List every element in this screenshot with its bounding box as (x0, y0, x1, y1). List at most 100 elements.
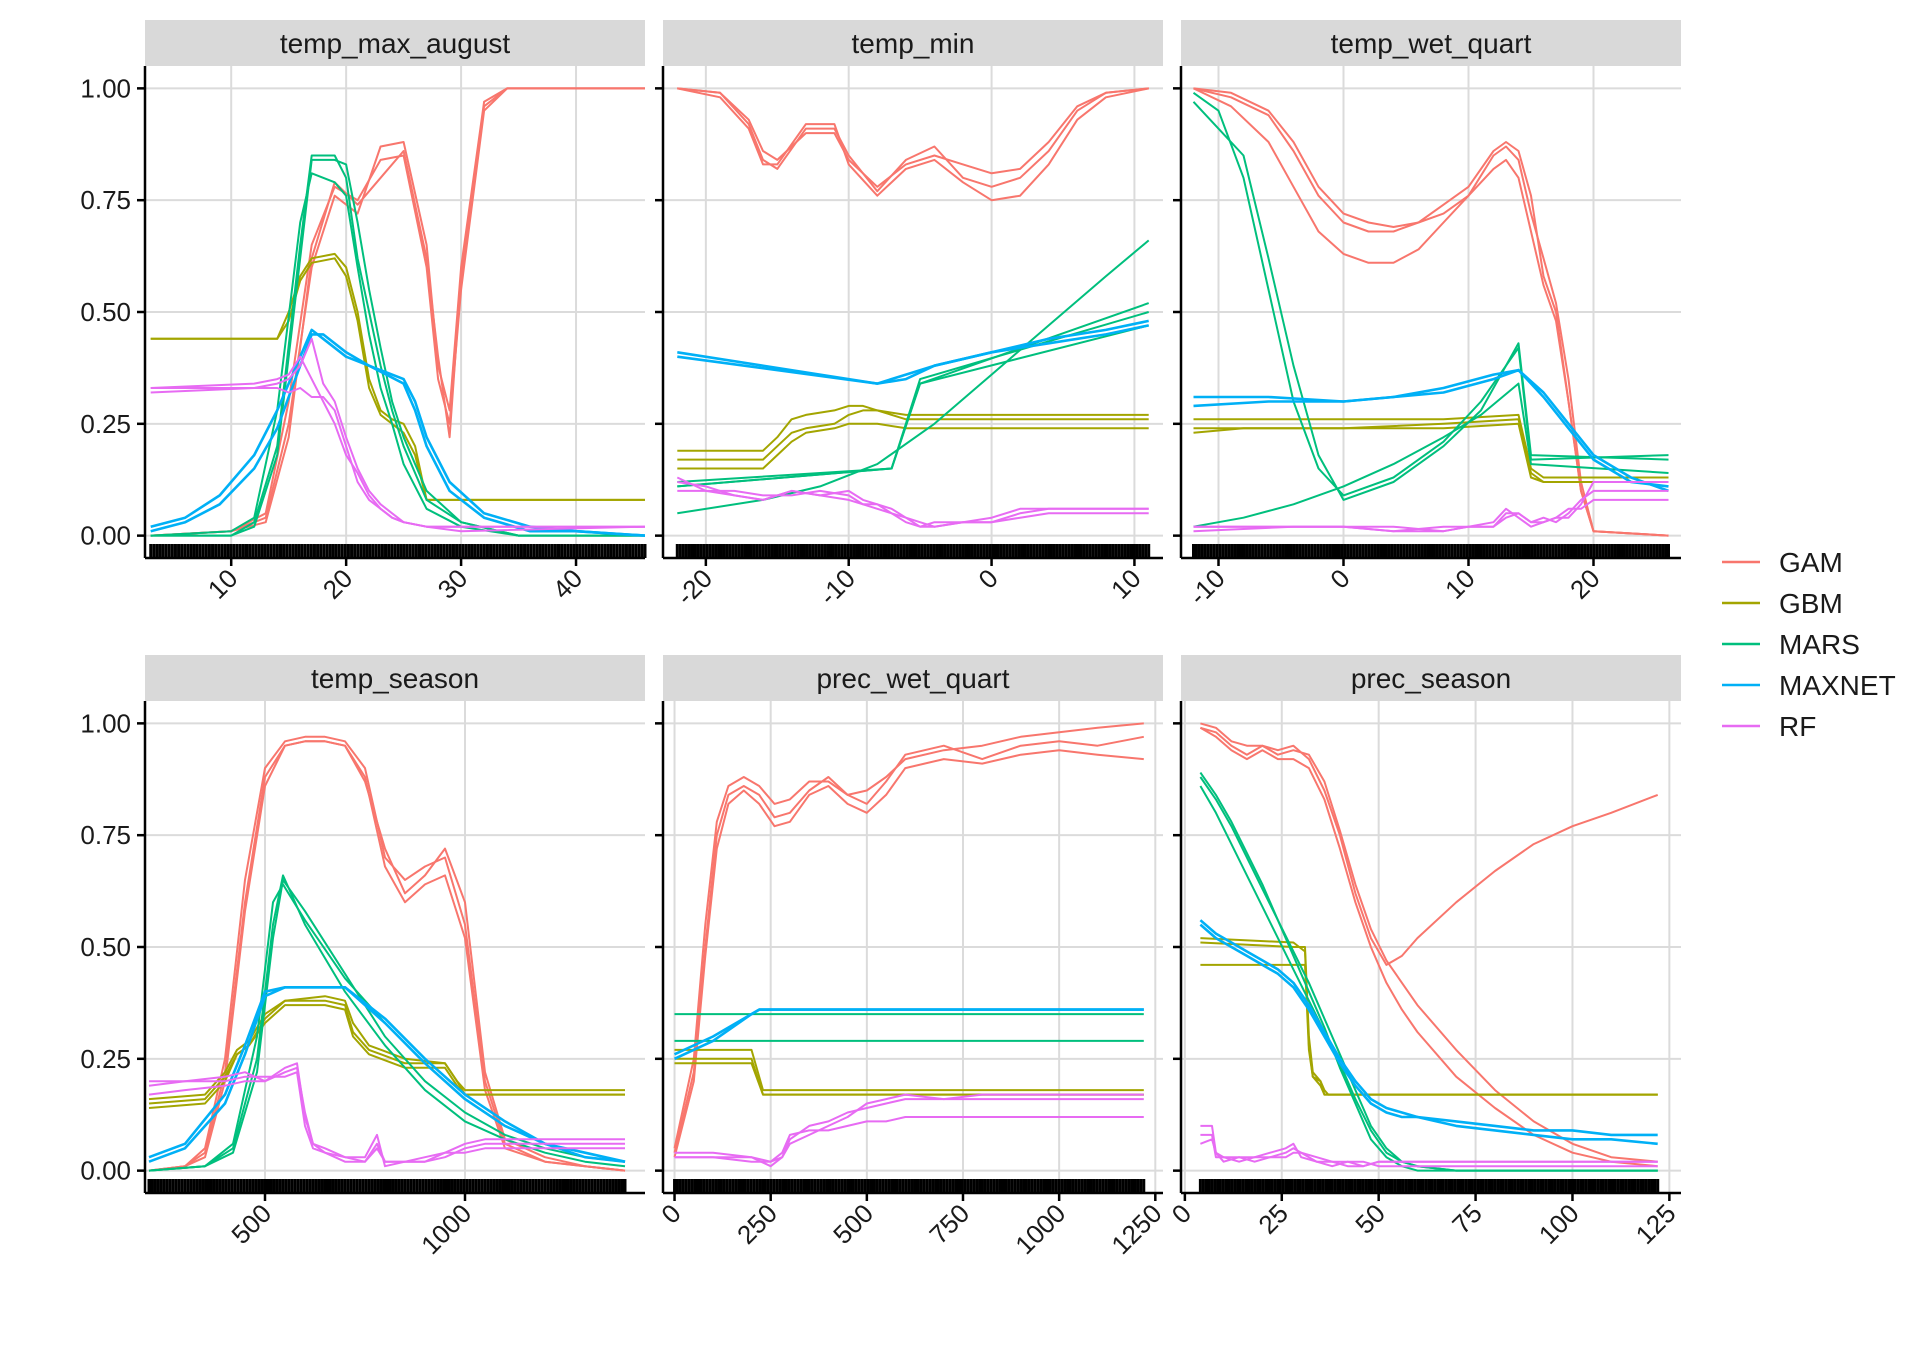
series-line-gbm (1193, 422, 1669, 483)
y-tick-label: 0.75 (80, 185, 131, 215)
series-line-gam (1200, 722, 1658, 1163)
panel-temp-wet-quart: temp_wet_quart -10 0 10 20 (1173, 20, 1681, 611)
x-tick-label: 1000 (1009, 1198, 1071, 1260)
facet-title: temp_min (852, 28, 975, 59)
y-tick-label: 0.75 (80, 820, 131, 850)
series-line-rf (148, 1066, 625, 1163)
series-line-gbm (1193, 413, 1669, 479)
facet-strip (663, 20, 1163, 66)
series-line-gam (150, 87, 645, 537)
series-line-rf (674, 1093, 1144, 1168)
legend-label-rf: RF (1779, 711, 1816, 742)
series-line-rf (677, 481, 1149, 528)
series-line-mars (148, 874, 626, 1172)
x-tick-label: 125 (1630, 1198, 1682, 1250)
series-line-mars (1193, 382, 1669, 528)
series-group (673, 722, 1144, 1168)
panel-prec-season: prec_season 0 25 50 75 100 125 (1166, 655, 1682, 1250)
facet-title: temp_max_august (280, 28, 511, 59)
series-line-gbm (677, 422, 1149, 470)
series-line-gam (677, 87, 1149, 202)
series-line-mars (1192, 101, 1669, 501)
rug (1192, 544, 1670, 558)
x-tick-label: 10 (202, 563, 244, 605)
x-tick-label: -10 (1183, 563, 1231, 611)
legend-label-mars: MARS (1779, 629, 1860, 660)
series-line-gam (148, 735, 626, 1172)
x-tick-label: 0 (1166, 1198, 1197, 1229)
series-line-gam (148, 740, 626, 1172)
series-group (1192, 87, 1669, 537)
series-line-rf (677, 489, 1149, 528)
facet-strip (663, 655, 1163, 701)
series-line-gam (148, 740, 626, 1172)
series-line-gbm (148, 999, 625, 1101)
series-line-gbm (150, 252, 645, 501)
series-group (1199, 722, 1659, 1172)
series-line-rf (150, 387, 645, 528)
series-line-gbm (1200, 963, 1658, 1096)
facet-strip (1181, 655, 1681, 701)
panel-prec-wet-quart: prec_wet_quart 0 250 500 750 1000 1250 (655, 655, 1168, 1260)
series-line-gbm (677, 404, 1149, 452)
x-tick-label: 1250 (1105, 1198, 1167, 1260)
series-line-mars (1199, 785, 1658, 1172)
series-line-maxnet (677, 319, 1149, 385)
panel-temp-season: temp_season 0.00 0.25 0.50 0.75 1.00 500 1000 (80, 655, 645, 1260)
series-line-rf (1200, 1133, 1658, 1168)
x-tick-label: -20 (670, 563, 718, 611)
series-line-mars (150, 158, 645, 537)
series-line-maxnet (150, 328, 645, 537)
series-line-rf (674, 1098, 1144, 1163)
series-line-maxnet (673, 1008, 1144, 1056)
series-line-gam (673, 749, 1144, 1158)
series-line-mars (148, 883, 626, 1172)
y-tick-label: 1.00 (80, 708, 131, 738)
series-line-gam (677, 87, 1149, 188)
series-line-rf (674, 1116, 1144, 1163)
y-tick-label: 0.50 (80, 297, 131, 327)
series-line-gam (677, 87, 1149, 193)
series-line-gbm (1200, 937, 1658, 1096)
legend-label-gbm: GBM (1779, 588, 1843, 619)
series-line-gbm (148, 1004, 625, 1109)
y-tick-label: 0.50 (80, 932, 131, 962)
panel-temp-max-august: temp_max_august 0.00 0.25 0.50 0.75 1.00 10 20 3… (80, 20, 647, 605)
legend: GAM GBM MARS MAXNET RF (1722, 547, 1896, 742)
facet-title: prec_season (1351, 663, 1511, 694)
x-tick-label: 500 (827, 1198, 879, 1250)
x-tick-label: 100 (1533, 1198, 1585, 1250)
facet-title: prec_wet_quart (816, 663, 1009, 694)
series-line-gam (1193, 87, 1669, 537)
facet-strip (145, 655, 645, 701)
y-tick-label: 0.25 (80, 1044, 131, 1074)
rug (149, 544, 647, 558)
series-line-gam (1199, 726, 1658, 1168)
x-tick-label: 20 (317, 563, 359, 605)
x-tick-label: 10 (1439, 563, 1481, 605)
x-tick-label: -10 (813, 563, 861, 611)
facet-title: temp_wet_quart (1331, 28, 1532, 59)
series-line-mars (150, 172, 645, 537)
series-line-rf (676, 476, 1149, 528)
series-line-mars (1192, 91, 1669, 497)
series-line-maxnet (673, 1008, 1144, 1060)
facet-strip (145, 20, 645, 66)
series-line-gbm (674, 1048, 1144, 1092)
facet-strip (1181, 20, 1681, 66)
rug (1198, 1179, 1660, 1193)
facet-title: temp_season (311, 663, 479, 694)
x-tick-label: 500 (225, 1198, 277, 1250)
x-tick-label: 30 (432, 563, 474, 605)
x-tick-label: 50 (1349, 1198, 1391, 1240)
x-tick-label: 750 (923, 1198, 975, 1250)
x-tick-label: 0 (655, 1198, 686, 1229)
x-tick-label: 0 (1324, 563, 1355, 594)
series-line-gbm (677, 409, 1149, 461)
x-tick-label: 20 (1564, 563, 1606, 605)
series-line-gam (673, 735, 1144, 1153)
y-tick-label: 0.00 (80, 521, 131, 551)
series-line-maxnet (1199, 919, 1658, 1137)
